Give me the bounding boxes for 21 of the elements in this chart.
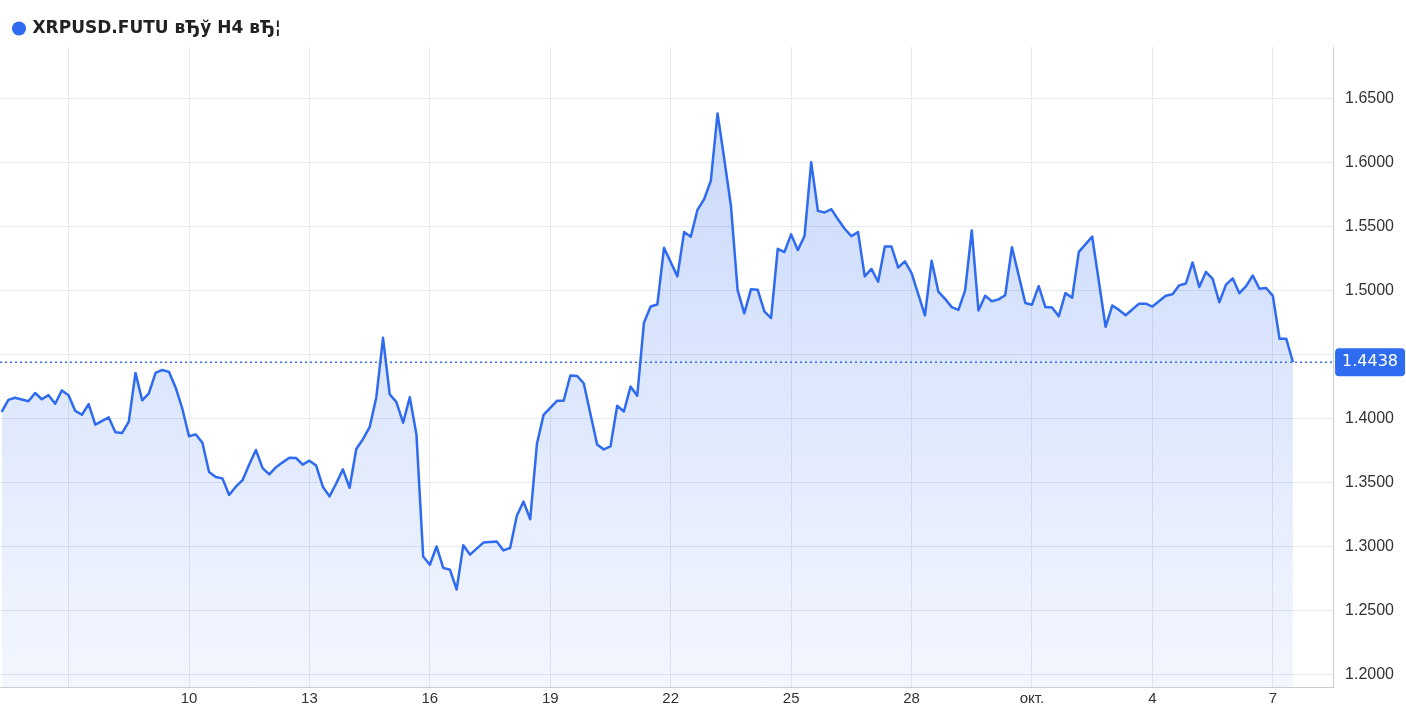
ref-line-label: 1.4438: [1342, 351, 1399, 371]
x-tick-label: 28: [903, 689, 920, 707]
y-tick-label: 1.2500: [1345, 600, 1395, 618]
x-tick-label: 13: [301, 689, 318, 707]
x-tick-label: 19: [541, 689, 559, 707]
x-tick-label: 4: [1148, 689, 1157, 707]
y-tick-label: 1.6000: [1345, 152, 1395, 170]
x-tick-label: 22: [662, 689, 680, 707]
y-tick-label: 1.5000: [1345, 280, 1395, 298]
x-tick-label: 7: [1268, 689, 1278, 707]
y-tick-label: 1.6500: [1345, 88, 1395, 106]
x-tick-label: 10: [180, 689, 198, 707]
x-tick-label: 16: [421, 689, 439, 707]
y-tick-label: 1.4000: [1345, 408, 1395, 426]
y-tick-label: 1.3000: [1345, 536, 1395, 554]
y-tick-label: 1.2000: [1345, 664, 1395, 682]
x-tick-label: окт.: [1019, 689, 1045, 707]
y-tick-label: 1.3500: [1345, 472, 1395, 490]
legend-label: XRPUSD.FUTU вЂў H4 вЂ¦: [32, 16, 282, 37]
x-tick-label: 25: [782, 689, 800, 707]
y-tick-label: 1.5500: [1345, 216, 1395, 234]
